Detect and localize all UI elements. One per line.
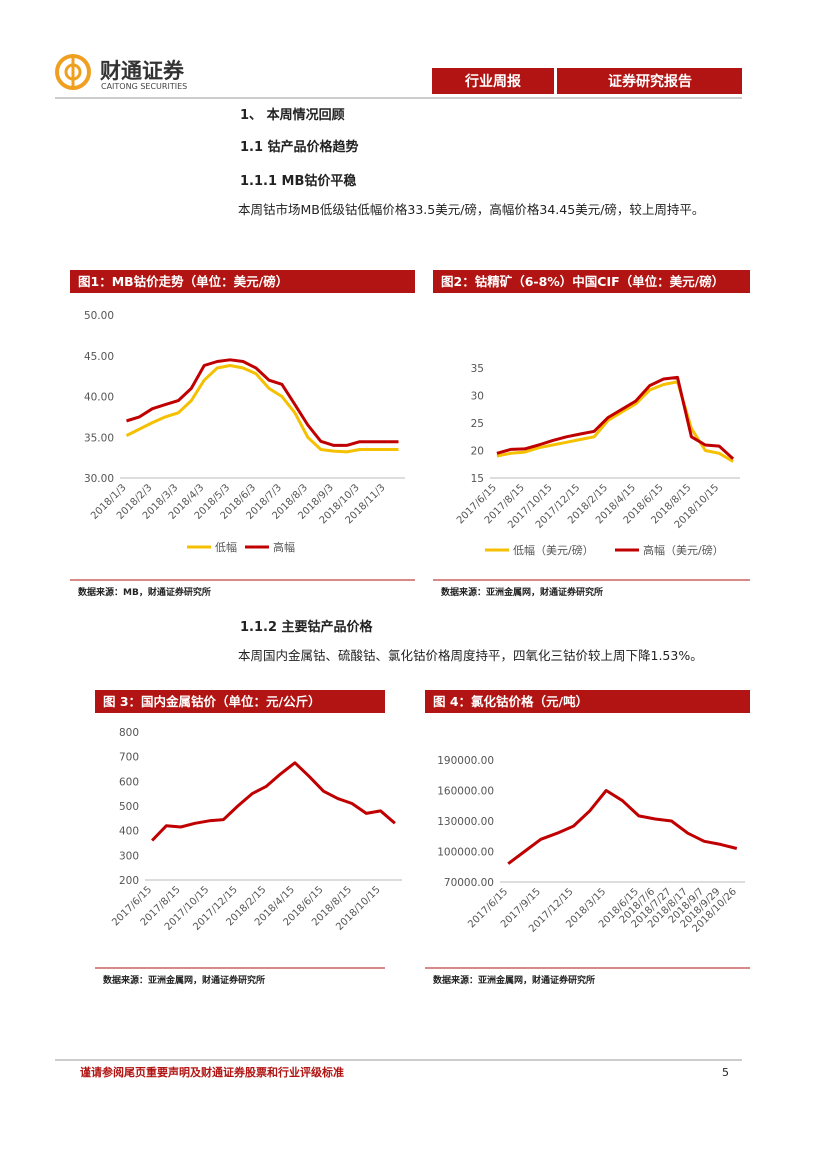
series-line	[125, 364, 399, 454]
y-tick-label: 130000.00	[437, 816, 494, 828]
y-tick-label: 30.00	[84, 473, 114, 485]
figure-source: 数据来源：MB，财通证券研究所	[78, 586, 211, 598]
series-line	[507, 789, 738, 865]
figure-title-bar	[95, 690, 385, 713]
y-tick-label: 15	[471, 473, 484, 485]
y-tick-label: 50.00	[84, 310, 114, 322]
y-tick-label: 160000.00	[437, 786, 494, 798]
tab-bg	[557, 68, 742, 94]
page-number: 5	[722, 1066, 729, 1079]
y-tick-label: 600	[119, 776, 139, 788]
y-tick-label: 35.00	[84, 432, 114, 444]
footer-note: 谨请参阅尾页重要声明及财通证券股票和行业评级标准	[80, 1065, 344, 1079]
y-tick-label: 35	[471, 363, 484, 375]
legend-label: 低幅（美元/磅）	[513, 543, 594, 557]
figure-source: 数据来源：亚洲金属网，财通证券研究所	[103, 974, 265, 986]
heading-1: 1、 本周情况回顾	[240, 108, 345, 123]
paragraph: 本周钴市场MB低级钴低幅价格33.5美元/磅，高幅价格34.45美元/磅，较上周…	[238, 202, 705, 217]
y-tick-label: 45.00	[84, 351, 114, 363]
y-tick-label: 700	[119, 752, 139, 764]
logo-en: CAITONG SECURITIES	[101, 82, 187, 91]
y-tick-label: 30	[471, 391, 484, 403]
series-line	[496, 380, 734, 463]
legend-label: 低幅	[215, 541, 237, 554]
y-tick-label: 20	[471, 446, 484, 458]
tab-bg	[432, 68, 554, 94]
figure-title-bar	[70, 270, 415, 293]
series-line	[496, 375, 735, 460]
figure-source: 数据来源：亚洲金属网，财通证券研究所	[433, 974, 595, 986]
y-tick-label: 25	[471, 418, 484, 430]
y-tick-label: 40.00	[84, 392, 114, 404]
figure-title-bar	[425, 690, 750, 713]
heading-3: 1.1.1 MB钴价平稳	[240, 174, 357, 189]
logo-cn: 财通证券	[100, 59, 185, 83]
figure-title: 图2：钴精矿（6-8%）中国CIF（单位：美元/磅）	[441, 274, 724, 289]
figure-title: 图 4：氯化钴价格（元/吨）	[433, 694, 588, 709]
y-tick-label: 200	[119, 875, 139, 887]
heading-3: 1.1.2 主要钴产品价格	[240, 620, 373, 635]
y-tick-label: 500	[119, 801, 139, 813]
legend-label: 高幅（美元/磅）	[643, 543, 724, 557]
logo-icon	[55, 54, 91, 90]
y-tick-label: 70000.00	[444, 877, 494, 889]
y-tick-label: 300	[119, 850, 139, 862]
legend-label: 高幅	[273, 540, 295, 554]
paragraph: 本周国内金属钴、硫酸钴、氯化钴价格周度持平，四氧化三钴价较上周下降1.53%。	[238, 648, 703, 663]
tab-label: 行业周报	[464, 73, 521, 90]
heading-2: 1.1 钴产品价格趋势	[240, 140, 359, 155]
figure-title-bar	[433, 270, 750, 293]
y-tick-label: 400	[119, 826, 139, 838]
tab-label: 证券研究报告	[608, 73, 692, 90]
series-line	[126, 358, 399, 447]
y-tick-label: 190000.00	[437, 755, 494, 767]
figure-title: 图1：MB钴价走势（单位：美元/磅）	[78, 274, 288, 289]
figure-source: 数据来源：亚洲金属网，财通证券研究所	[441, 586, 603, 598]
series-line	[151, 761, 396, 842]
figure-title: 图 3：国内金属钴价（单位：元/公斤）	[103, 694, 321, 709]
y-tick-label: 800	[119, 727, 139, 739]
y-tick-label: 100000.00	[437, 847, 494, 859]
